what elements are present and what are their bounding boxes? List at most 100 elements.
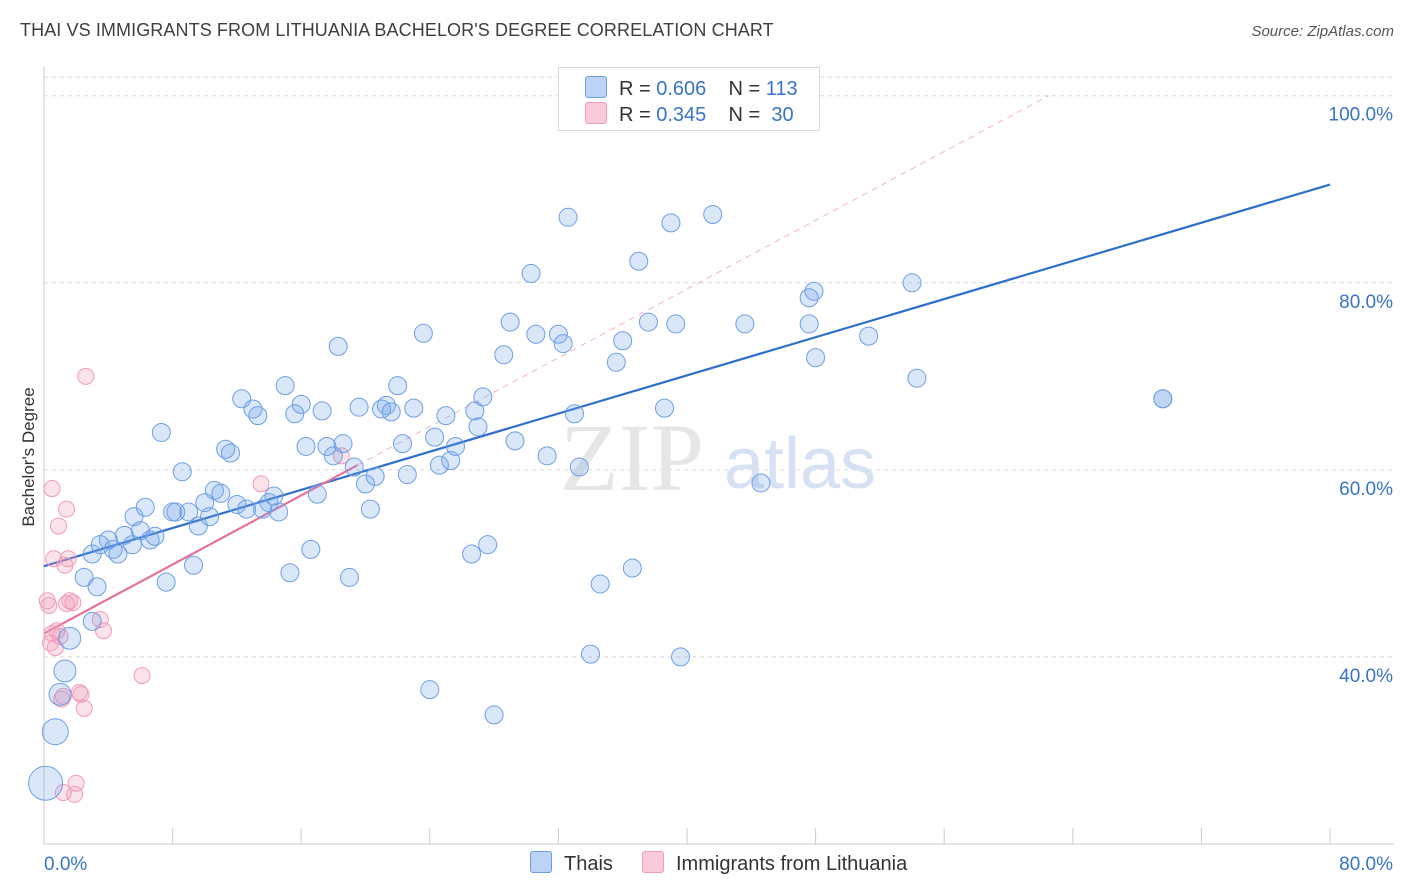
lithuania-point <box>67 774 85 792</box>
x-tick-label: 0.0% <box>44 854 87 875</box>
source-label: Source: ZipAtlas.com <box>1251 23 1394 40</box>
bottom-legend-label: Immigrants from Lithuania <box>676 853 908 875</box>
thais-point <box>376 395 396 415</box>
thais-point <box>553 334 573 354</box>
thais-point <box>436 406 456 426</box>
thais-point <box>58 626 82 650</box>
thais-point <box>564 404 584 424</box>
thais-point <box>307 484 327 504</box>
thais-point <box>349 397 369 417</box>
thais-point <box>381 402 401 422</box>
trend-lines <box>43 95 1331 635</box>
thais-point <box>156 572 176 592</box>
thais-point <box>220 443 240 463</box>
thais-point <box>468 417 488 437</box>
thais-point <box>48 682 72 706</box>
lithuania-points <box>38 367 350 803</box>
thais-point <box>264 486 284 506</box>
lithuania-point <box>48 622 66 640</box>
lithuania-point <box>133 667 151 685</box>
thais-point <box>339 567 359 587</box>
r-label: R = <box>619 104 651 126</box>
thais-point <box>200 507 220 527</box>
bottom-legend-thais: Thais <box>530 851 613 876</box>
thais-point <box>98 530 118 550</box>
thais-point <box>537 446 557 466</box>
thais-point <box>248 406 268 426</box>
chart-title: THAI VS IMMIGRANTS FROM LITHUANIA BACHEL… <box>20 20 774 40</box>
thais-point <box>151 422 171 442</box>
legend-row-lithuania: R = 0.345 N = 30 <box>585 102 794 126</box>
thais-point <box>666 314 686 334</box>
thais-point <box>429 455 449 475</box>
thais-point <box>53 659 77 683</box>
thais-point <box>484 705 504 725</box>
y-tick-label: 80.0% <box>1339 292 1393 313</box>
thais-points <box>28 204 1173 801</box>
thais-point <box>317 436 337 456</box>
thais-point <box>425 427 445 447</box>
lithuania-point <box>77 367 95 385</box>
lithuania-point <box>58 500 76 518</box>
thais-point <box>74 567 94 587</box>
thais-point <box>280 563 300 583</box>
thais-point <box>82 611 102 631</box>
thais-point <box>135 497 155 517</box>
thais-point <box>87 577 107 597</box>
thais-point <box>124 507 144 527</box>
thais-point <box>671 647 691 667</box>
x-tick-label: 80.0% <box>1339 854 1393 875</box>
n-value: 113 <box>765 78 798 100</box>
r-label: R = <box>619 78 651 100</box>
lithuania-point <box>59 550 77 568</box>
thais-point <box>1153 389 1173 409</box>
watermark: ZIP atlas <box>560 404 876 511</box>
y-axis-label: Bachelor's Degree <box>19 387 38 526</box>
thais-point <box>301 539 321 559</box>
thais-point <box>500 312 520 332</box>
thais-point <box>388 376 408 396</box>
thais-point <box>590 574 610 594</box>
thais-point <box>392 434 412 454</box>
thais-point <box>145 526 165 546</box>
lithuania-point <box>40 596 58 614</box>
thais-swatch <box>585 76 607 98</box>
lithuania-swatch <box>585 102 607 124</box>
thais-point <box>285 404 305 424</box>
thais-point <box>606 352 626 372</box>
thais-point <box>397 465 417 485</box>
lithuania-swatch <box>642 851 664 873</box>
lithuania-point <box>332 447 350 465</box>
thais-point <box>441 451 461 470</box>
thais-point <box>275 376 295 396</box>
lithuania-point <box>91 611 109 629</box>
thais-trend-line <box>43 183 1331 568</box>
thais-point <box>365 466 385 486</box>
thais-point <box>859 326 879 346</box>
legend-row-thais: R = 0.606 N = 113 <box>585 76 798 100</box>
r-value: 0.606 <box>656 78 707 100</box>
thais-point <box>269 502 289 522</box>
thais-point <box>521 263 541 283</box>
lithuania-point <box>49 517 67 535</box>
thais-point <box>172 462 192 482</box>
thais-point <box>804 281 824 301</box>
thais-point <box>806 348 826 368</box>
thais-point <box>799 314 819 334</box>
lithuania-trend-extension <box>357 95 1049 466</box>
thais-point <box>629 251 649 271</box>
thais-point <box>446 436 466 456</box>
thais-point <box>243 399 263 419</box>
lithuania-point <box>75 699 93 717</box>
thais-point <box>188 516 208 536</box>
thais-point <box>211 483 231 503</box>
lithuania-point <box>58 595 76 613</box>
y-tick-label: 100.0% <box>1329 105 1394 126</box>
thais-point <box>751 473 771 493</box>
lithuania-point <box>72 685 90 703</box>
thais-point <box>907 368 927 388</box>
thais-point <box>569 457 589 477</box>
thais-point <box>581 644 601 664</box>
thais-point <box>638 312 658 332</box>
